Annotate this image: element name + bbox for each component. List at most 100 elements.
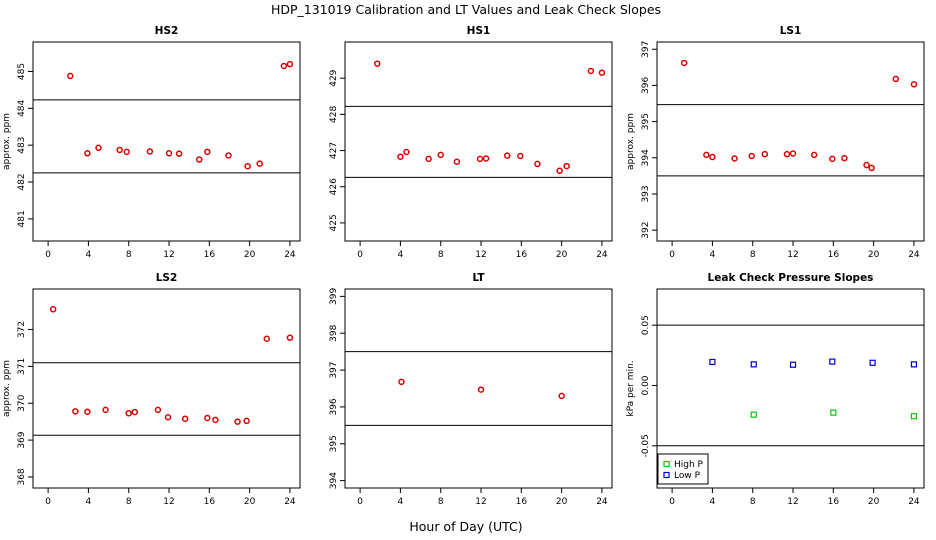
data-point <box>868 164 875 172</box>
data-point <box>398 378 405 386</box>
y-tick-label: 396 <box>329 398 339 415</box>
legend-label: Low P <box>674 471 701 481</box>
x-tick-label: 16 <box>204 250 216 260</box>
data-point <box>709 153 716 161</box>
x-tick-label: 20 <box>556 497 568 507</box>
y-tick-label: 368 <box>17 468 27 485</box>
panel-ls2: LS2 approx. ppm 0 4 8 12 16 20 24 368 369 370 371 372 <box>2 272 301 507</box>
y-axis-label: approx. ppm <box>2 360 12 417</box>
x-tick-label: 16 <box>828 497 840 507</box>
data-point <box>789 361 797 368</box>
y-tick-label: 394 <box>329 472 339 489</box>
data-point <box>680 59 688 67</box>
data-point <box>437 151 444 159</box>
data-point <box>783 150 791 158</box>
data-point <box>750 411 757 418</box>
x-tick-label: 0 <box>357 497 363 507</box>
x-tick-label: 16 <box>516 250 528 260</box>
data-point <box>204 148 211 156</box>
plot-frame <box>32 288 301 489</box>
x-tick-label: 8 <box>750 497 756 507</box>
legend-box <box>657 453 709 485</box>
x-tick-label: 0 <box>669 250 675 260</box>
data-point <box>373 60 381 67</box>
x-tick-label: 0 <box>45 497 51 507</box>
y-tick-label: 393 <box>641 185 651 202</box>
x-tick-label: 12 <box>163 497 174 507</box>
data-point <box>146 148 154 155</box>
y-tick-label: 371 <box>17 358 27 375</box>
y-tick-label: 392 <box>641 222 651 239</box>
data-point <box>234 418 241 425</box>
data-point <box>204 414 211 422</box>
legend-marker <box>663 460 670 468</box>
data-point <box>563 162 570 170</box>
x-tick-label: 12 <box>475 250 486 260</box>
y-tick-label: 399 <box>329 288 339 305</box>
y-tick-label: 395 <box>641 113 651 130</box>
data-point <box>477 386 485 393</box>
data-point <box>181 415 189 422</box>
data-point <box>164 413 172 421</box>
y-tick-label: 428 <box>329 106 339 123</box>
plot-frame <box>344 288 613 489</box>
x-tick-label: 0 <box>669 497 675 507</box>
x-tick-label: 16 <box>516 497 528 507</box>
x-tick-label: 24 <box>284 250 296 260</box>
data-point <box>244 162 251 170</box>
y-tick-label: 394 <box>641 149 651 166</box>
data-point <box>598 69 606 77</box>
panel-hs1: HS1 0 4 8 12 16 20 24 425 426 427 428 429 <box>329 25 613 260</box>
data-point <box>829 155 836 163</box>
data-point <box>116 146 123 154</box>
x-tick-label: 24 <box>596 250 608 260</box>
x-tick-label: 24 <box>284 497 296 507</box>
y-tick-label: 0.00 <box>641 375 651 395</box>
y-tick-label: 395 <box>329 435 339 452</box>
data-point <box>225 152 232 159</box>
y-tick-label: 427 <box>329 142 339 159</box>
data-point <box>534 160 541 168</box>
y-tick-label: 398 <box>329 324 339 341</box>
data-point <box>195 156 203 163</box>
data-point <box>154 406 162 414</box>
x-tick-label: 8 <box>438 497 444 507</box>
x-tick-label: 4 <box>398 497 404 507</box>
y-tick-label: 397 <box>329 361 339 378</box>
x-tick-label: 12 <box>787 250 798 260</box>
x-tick-label: 4 <box>710 250 716 260</box>
y-tick-label: 429 <box>329 69 339 86</box>
data-point <box>453 158 461 166</box>
x-tick-label: 20 <box>868 250 880 260</box>
panel-leak-check-pressure-slopes: Leak Check Pressure Slopes kPa per min. 0 4… <box>626 272 925 507</box>
y-tick-label: 481 <box>17 210 27 227</box>
data-point <box>286 60 294 68</box>
data-point <box>397 153 404 160</box>
data-point <box>476 155 484 163</box>
data-point <box>102 406 109 414</box>
data-point <box>72 408 79 415</box>
data-point <box>425 155 432 163</box>
data-point <box>49 306 57 313</box>
data-point <box>892 75 900 83</box>
data-point <box>125 409 132 417</box>
panel-title: LS2 <box>156 272 178 284</box>
x-tick-label: 4 <box>86 250 92 260</box>
plot-frame <box>32 41 301 242</box>
panel-hs2: HS2 approx. ppm 0 4 8 12 16 20 24 481 482 483 484 485 <box>2 25 301 260</box>
data-point <box>263 335 271 342</box>
x-tick-label: 20 <box>244 497 256 507</box>
y-tick-label: -0.05 <box>641 434 651 457</box>
data-point <box>286 334 294 341</box>
figure-title: HDP_131019 Calibration and LT Values and… <box>271 2 661 17</box>
x-tick-label: 20 <box>244 250 256 260</box>
x-tick-label: 4 <box>710 497 716 507</box>
y-tick-label: 0.05 <box>641 315 651 335</box>
data-point <box>863 161 870 169</box>
data-point <box>67 72 74 80</box>
x-tick-label: 8 <box>126 497 132 507</box>
y-tick-label: 482 <box>17 173 27 190</box>
y-tick-label: 370 <box>17 394 27 411</box>
